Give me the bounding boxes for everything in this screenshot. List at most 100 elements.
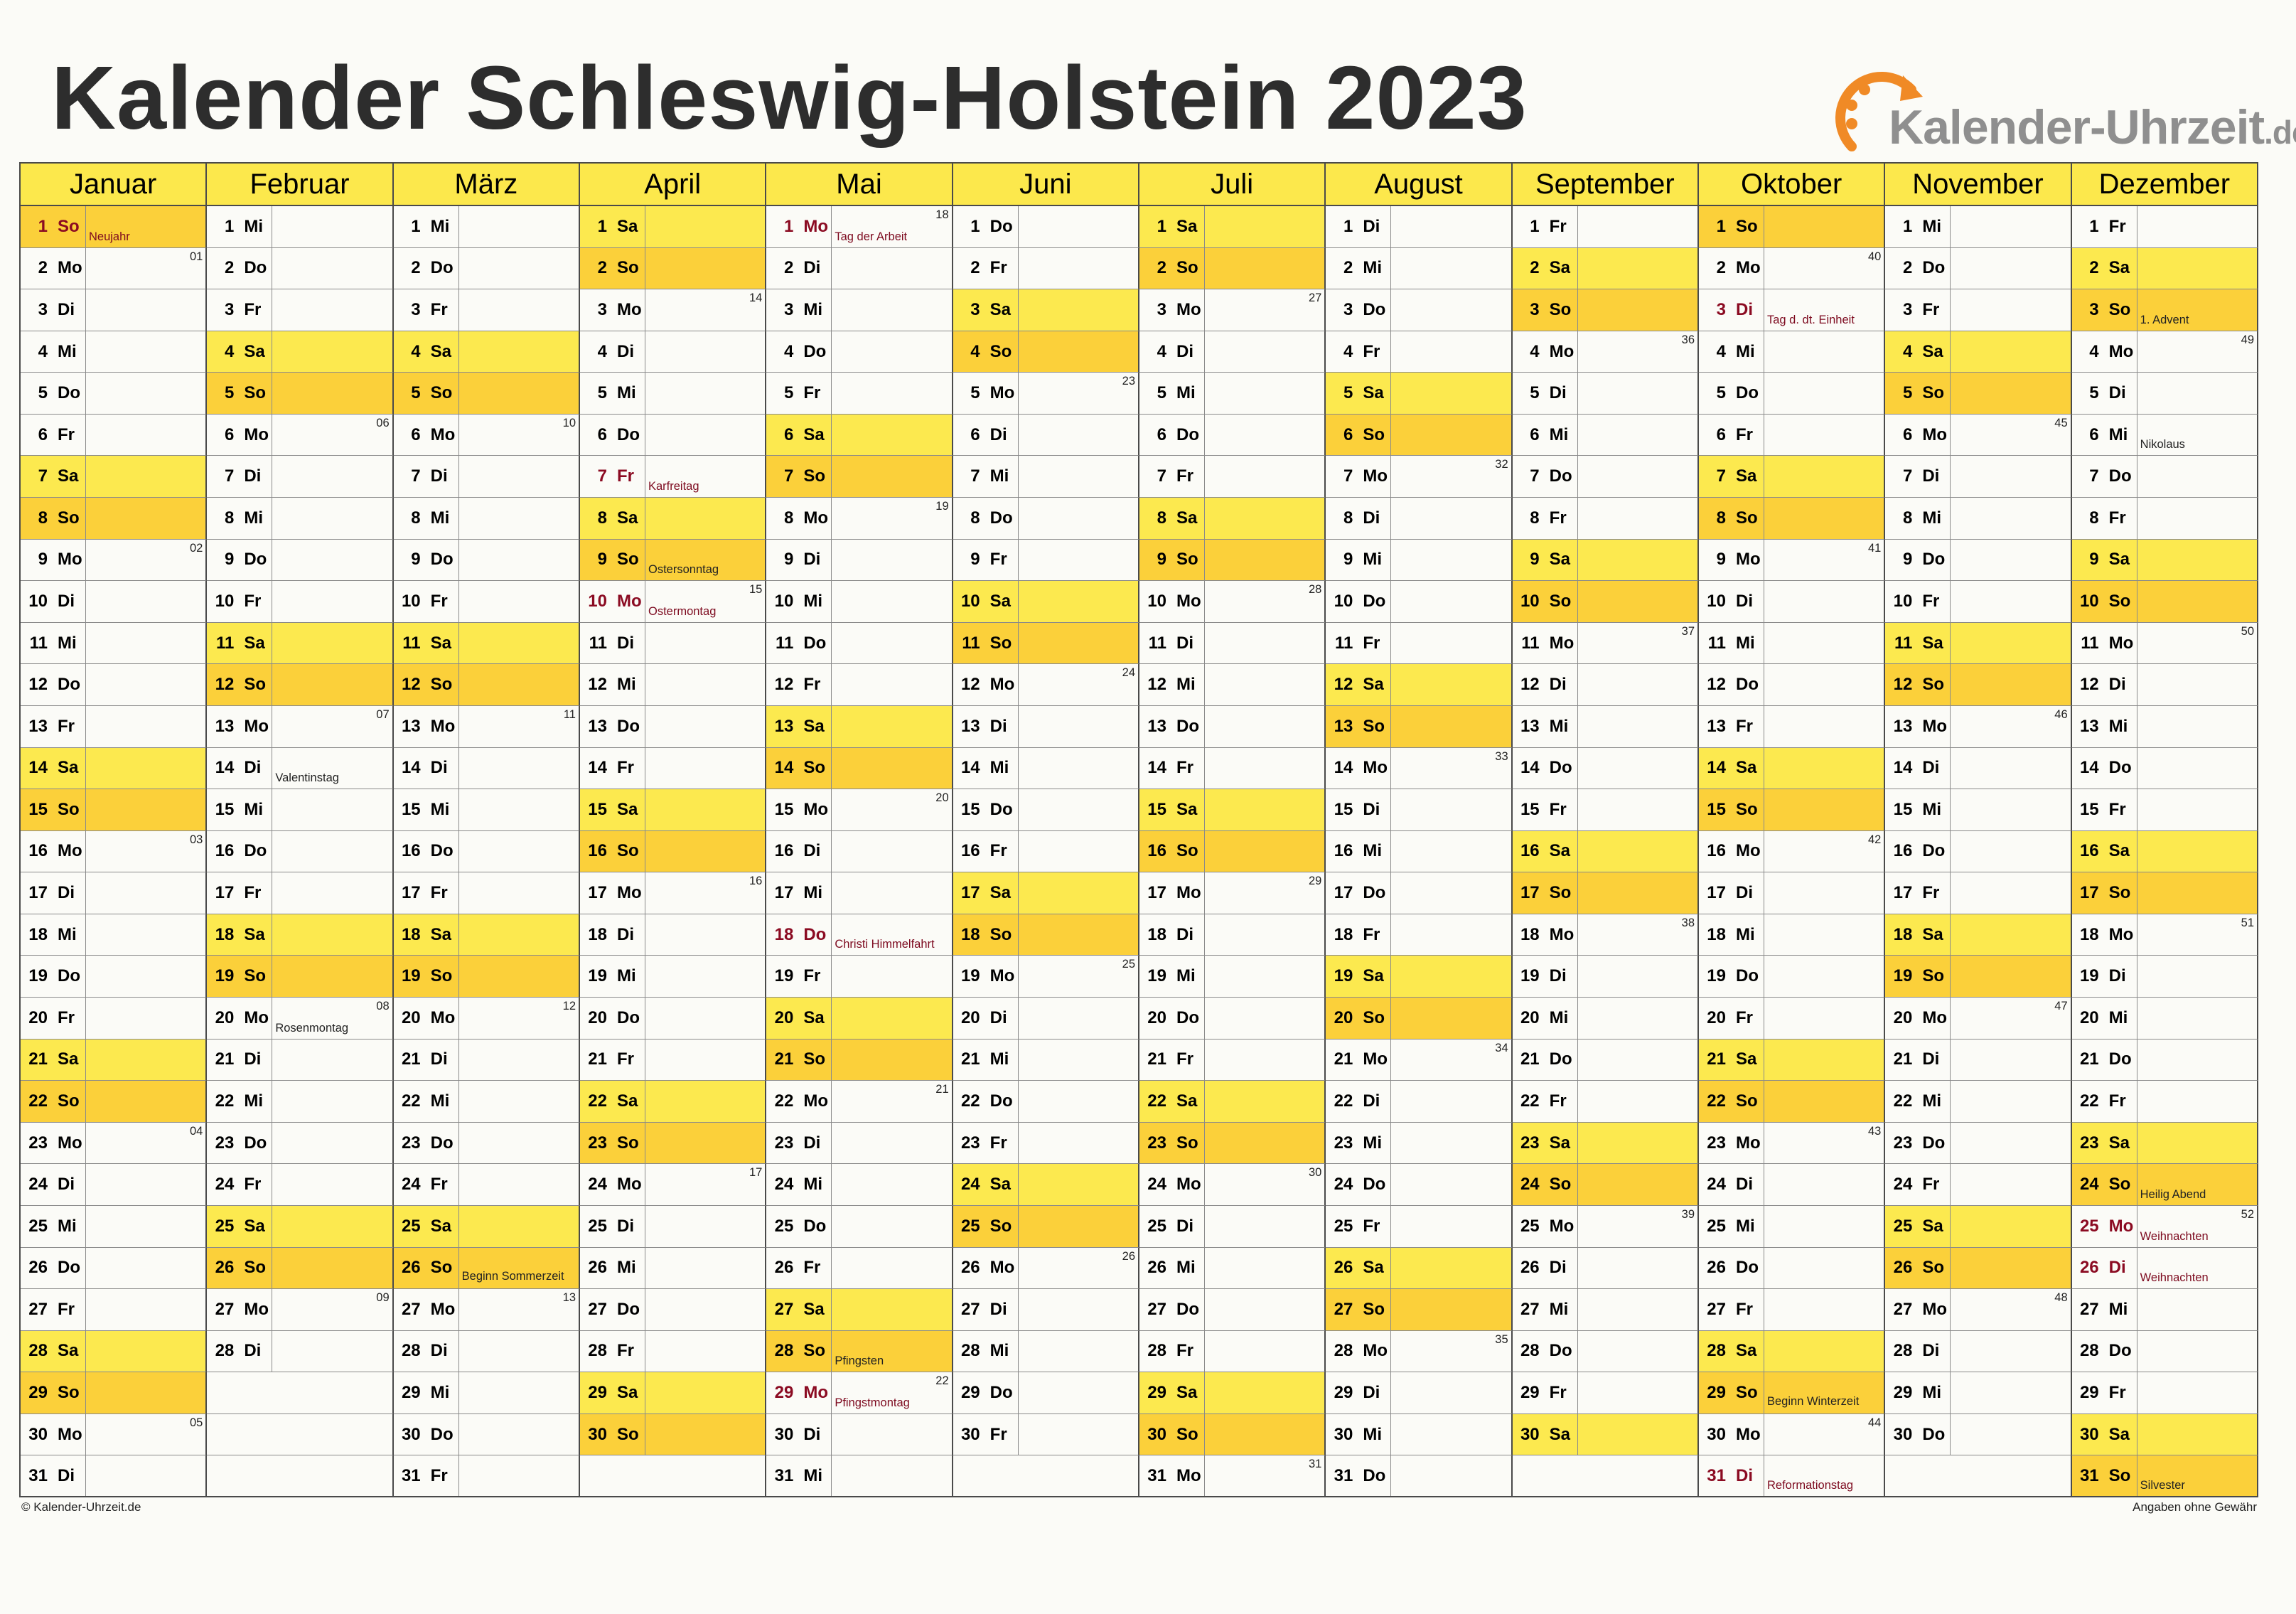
weekday-label: Fr (1176, 1341, 1193, 1361)
day-number: 27 (588, 1299, 607, 1319)
day-number: 18 (960, 924, 980, 944)
weekday-label: Di (989, 1008, 1007, 1027)
day-number: 12 (1707, 675, 1726, 695)
day-cell: 25 So (953, 1205, 1139, 1248)
day-cell: 25 Sa (393, 1205, 580, 1248)
day-cell: 16 So (1139, 830, 1326, 873)
day-number: 19 (588, 966, 607, 986)
day-cell: 8 Mi (1885, 498, 2072, 540)
event-note (2137, 581, 2257, 622)
day-number: 28 (1334, 1341, 1353, 1361)
day-number: 2 (411, 258, 421, 278)
day-date: 24 So (1513, 1164, 1578, 1205)
day-date: 25 Fr (1326, 1205, 1392, 1247)
day-cell: 21 Mo 34 (1326, 1039, 1513, 1081)
day-cell: 30 So (1139, 1413, 1326, 1456)
weekday-label: Sa (2108, 1133, 2130, 1153)
day-date: 19 Do (21, 956, 86, 998)
day-cell: 28 Do (2071, 1330, 2258, 1373)
weekday-label: Fr (1549, 508, 1567, 528)
day-date: 16 Sa (2072, 830, 2137, 872)
event-note (1205, 706, 1324, 747)
event-note (645, 748, 765, 789)
event-note (645, 623, 765, 664)
day-cell: 22 Sa (1139, 1081, 1326, 1123)
day-date: 24 Do (1326, 1164, 1392, 1205)
event-note (1578, 1372, 1697, 1413)
event-note (459, 1372, 579, 1413)
event-note (1951, 956, 2070, 997)
day-cell: 2 Mi (1326, 247, 1513, 290)
week-number: 52 (2241, 1207, 2254, 1221)
event-note (86, 331, 205, 373)
day-date: 17 So (2072, 872, 2137, 914)
day-number: 31 (774, 1465, 794, 1485)
day-cell: 25 Mi (1699, 1205, 1886, 1248)
weekday-label: Fr (430, 883, 448, 903)
day-number: 9 (970, 550, 980, 570)
event-note: 14 (645, 289, 765, 331)
day-cell: 21 Do (1512, 1039, 1699, 1081)
brand-logo[interactable]: Kalender-Uhrzeit.de (1823, 55, 2296, 162)
weekday-label: Mo (1176, 1465, 1201, 1485)
day-date: 21 Mi (953, 1039, 1019, 1081)
day-date: 6 Do (1139, 414, 1205, 456)
day-cell: 24 Mo 30 (1139, 1164, 1326, 1206)
day-cell: 11 Mo 50 (2071, 622, 2258, 665)
day-date: 19 Fr (766, 956, 832, 998)
day-number: 24 (1893, 1175, 1913, 1195)
day-number: 22 (588, 1091, 607, 1111)
day-number: 5 (1530, 383, 1540, 403)
day-cell: 28 Mo 35 (1326, 1330, 1513, 1373)
day-number: 11 (1521, 633, 1540, 653)
event-note: 24 (1019, 664, 1138, 705)
day-number: 3 (2089, 299, 2099, 319)
event-note (1205, 1331, 1324, 1372)
day-number: 15 (401, 799, 421, 819)
weekday-label: Di (430, 1049, 448, 1069)
weekday-label: Mi (1363, 550, 1382, 570)
day-number: 14 (2079, 758, 2099, 778)
week-number: 36 (1681, 333, 1695, 346)
day-date: 18 Mi (21, 914, 86, 956)
day-number: 7 (1902, 466, 1913, 486)
day-cell: 17 Sa (953, 872, 1139, 914)
day-cell: 11 Mo 37 (1512, 622, 1699, 665)
event-note (86, 1372, 205, 1413)
event-note: 29 (1205, 872, 1324, 914)
weekday-label: Fr (1549, 1091, 1567, 1111)
weekday-label: Sa (2108, 1424, 2130, 1444)
day-date: 13 Do (580, 705, 645, 747)
day-number: 20 (28, 1008, 48, 1027)
weekday-label: Mi (1549, 1299, 1569, 1319)
event-note (1205, 831, 1324, 872)
day-cell: 15 Fr (2071, 789, 2258, 831)
day-date: 5 Mo (953, 373, 1019, 414)
day-number: 6 (783, 424, 794, 444)
weekday-label: Mo (617, 299, 642, 319)
weekday-label: Do (1176, 424, 1199, 444)
day-date: 24 So (2072, 1164, 2137, 1205)
weekday-label: Di (1363, 508, 1380, 528)
day-cell: 30 Mo 44 (1699, 1413, 1886, 1456)
day-number: 8 (38, 508, 48, 528)
event-note (2137, 789, 2257, 830)
day-number: 27 (28, 1299, 48, 1319)
day-number: 6 (597, 424, 607, 444)
day-date: 25 Sa (394, 1205, 459, 1247)
event-note (86, 1040, 205, 1081)
day-cell: 25 Mo Weihnachten 52 (2071, 1205, 2258, 1248)
event-note (1764, 331, 1884, 373)
day-number: 15 (588, 799, 607, 819)
day-date: 23 Di (766, 1122, 832, 1164)
event-note: Silvester (2140, 1479, 2185, 1492)
weekday-label: So (1549, 883, 1572, 903)
weekday-label: So (1736, 508, 1758, 528)
day-cell: 25 Mo 39 (1512, 1205, 1699, 1248)
day-cell: 30 Sa (2071, 1413, 2258, 1456)
weekday-label: Mi (1736, 924, 1755, 944)
weekday-label: Di (244, 1049, 262, 1069)
day-date: 14 Mi (953, 747, 1019, 789)
weekday-label: Do (1736, 1258, 1759, 1278)
event-note: 51 (2137, 914, 2257, 956)
